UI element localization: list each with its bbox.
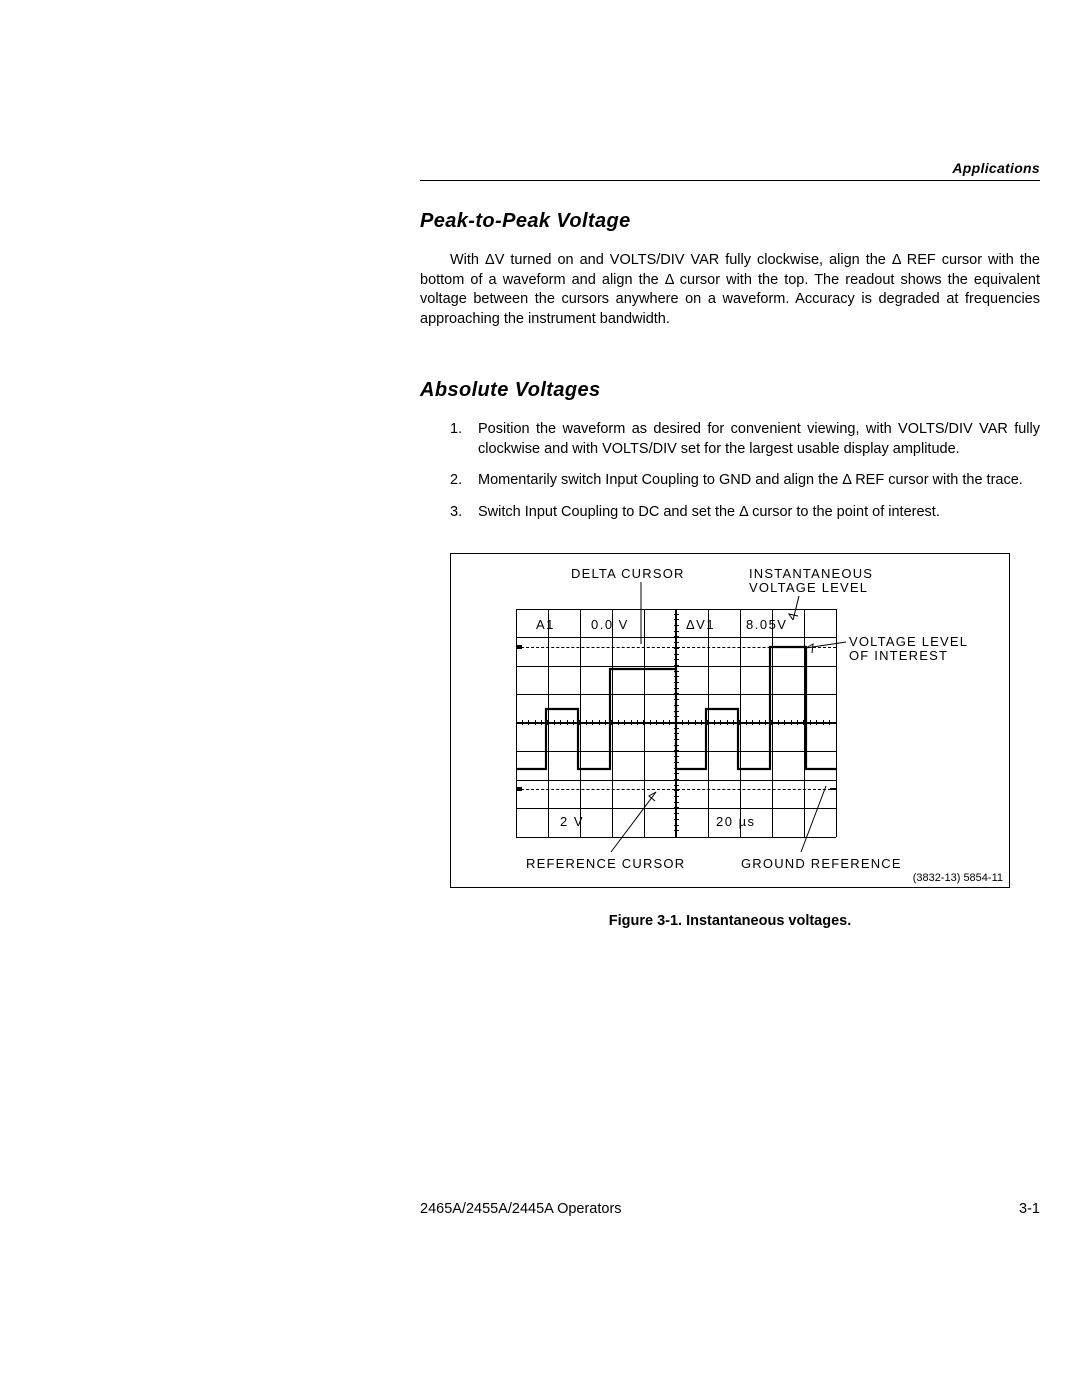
list-item: 1.Position the waveform as desired for c… [450,420,1040,459]
label-instantaneous: INSTANTANEOUS [749,566,873,581]
header-section-label: Applications [952,160,1040,176]
step-text: Position the waveform as desired for con… [478,420,1040,459]
section-title-peak-to-peak: Peak-to-Peak Voltage [420,210,1040,233]
paragraph-text: With ΔV turned on and VOLTS/DIV VAR full… [420,252,1040,327]
label-voltage-level: VOLTAGE LEVEL [849,634,968,649]
footer-page-number: 3-1 [1019,1201,1040,1217]
list-item: 2.Momentarily switch Input Coupling to G… [450,471,1040,491]
oscilloscope-screen: A1 0.0 V ΔV1 8.05V 2 V 20 µs [516,609,836,837]
label-delta-cursor: DELTA CURSOR [571,566,685,581]
paragraph-peak-to-peak: With ΔV turned on and VOLTS/DIV VAR full… [420,251,1040,329]
label-ground-reference: GROUND REFERENCE [741,856,902,871]
label-of-interest: OF INTEREST [849,648,948,663]
step-number: 2. [450,471,478,491]
list-item: 3.Switch Input Coupling to DC and set th… [450,503,1040,523]
label-reference-cursor: REFERENCE CURSOR [526,856,685,871]
step-text: Momentarily switch Input Coupling to GND… [478,471,1040,491]
step-number: 3. [450,503,478,523]
label-voltage-level-top: VOLTAGE LEVEL [749,580,868,595]
footer-model-label: 2465A/2455A/2445A Operators [420,1201,622,1217]
waveform-svg [516,609,836,837]
step-text: Switch Input Coupling to DC and set the … [478,503,1040,523]
header-rule [420,180,1040,181]
section-title-absolute-voltages: Absolute Voltages [420,379,1040,402]
step-number: 1. [450,420,478,459]
figure-box: DELTA CURSOR INSTANTANEOUS VOLTAGE LEVEL… [450,553,1010,888]
steps-list: 1.Position the waveform as desired for c… [450,420,1040,522]
document-page: Applications Peak-to-Peak Voltage With Δ… [0,0,1080,1397]
figure-caption: Figure 3-1. Instantaneous voltages. [450,913,1010,929]
figure-id: (3832-13) 5854-11 [913,872,1003,884]
